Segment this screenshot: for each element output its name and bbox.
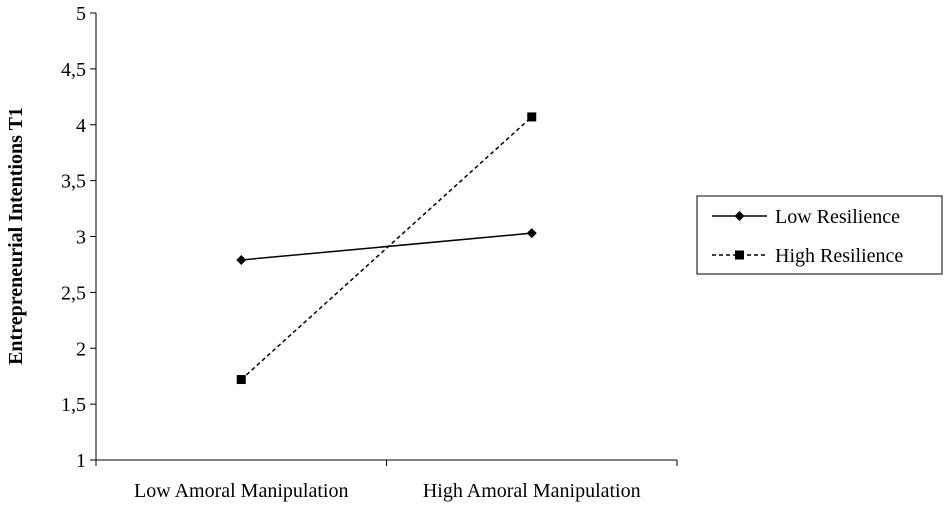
- diamond-marker: [236, 254, 247, 265]
- series-layer: [236, 112, 537, 385]
- legend-label: Low Resilience: [775, 206, 900, 228]
- y-tick-label: 1,5: [61, 394, 86, 416]
- square-marker: [527, 112, 537, 122]
- y-tick-label: 2: [76, 338, 86, 360]
- legend: Low Resilience High Resilience: [696, 195, 943, 275]
- legend-square-marker: [735, 250, 744, 260]
- legend-label: High Resilience: [775, 245, 903, 267]
- x-axis-ticks: Low Amoral Manipulation High Amoral Manip…: [95, 460, 678, 502]
- x-tick-label: High Amoral Manipulation: [423, 480, 641, 502]
- y-axis-ticks: 1 1,5 2 2,5 3 3,5 4 4,5 5: [61, 3, 96, 472]
- series-high-resilience: [236, 112, 537, 385]
- legend-item: Low Resilience: [712, 206, 900, 228]
- legend-diamond-marker: [734, 211, 745, 221]
- y-axis-label: Entrepreneurial Intentions T1: [5, 107, 27, 365]
- y-tick-label: 1: [76, 450, 86, 472]
- y-tick-label: 3: [76, 227, 86, 249]
- y-tick-label: 2,5: [61, 282, 86, 304]
- legend-box: [696, 195, 943, 275]
- y-tick-label: 4: [76, 115, 86, 137]
- series-line: [241, 232, 532, 261]
- x-tick-label: Low Amoral Manipulation: [134, 480, 348, 502]
- legend-item: High Resilience: [712, 245, 903, 267]
- y-tick-label: 4,5: [61, 59, 86, 81]
- diamond-marker: [526, 228, 537, 239]
- square-marker: [236, 375, 246, 385]
- series-low-resilience: [236, 228, 537, 265]
- y-tick-label: 3,5: [61, 171, 86, 193]
- series-line: [240, 116, 533, 381]
- y-tick-label: 5: [76, 3, 86, 25]
